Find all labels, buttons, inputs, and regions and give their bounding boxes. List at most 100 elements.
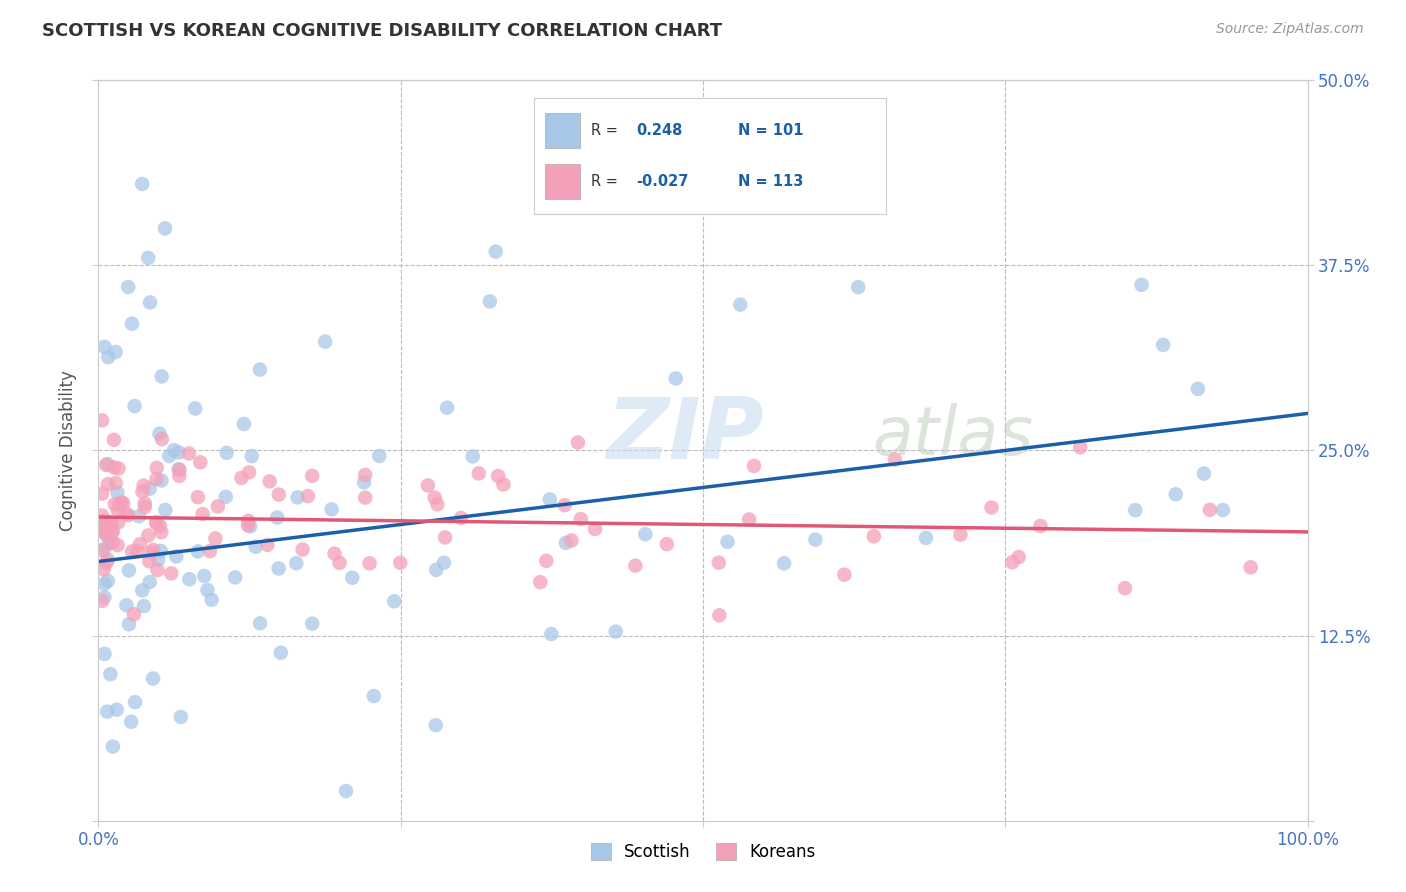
Point (863, 529, 886, 543)
Point (353, 475, 375, 490)
Point (425, 563, 447, 577)
Point (342, 571, 364, 585)
Bar (544, 164, 579, 199)
Point (301, 468, 323, 483)
Point (426, 497, 449, 511)
Point (93, 576, 115, 591)
Point (266, 510, 288, 524)
Point (434, 530, 457, 544)
Point (112, 496, 135, 510)
Point (1001, 555, 1024, 569)
Point (93, 562, 115, 576)
Point (96, 556, 118, 570)
Point (583, 522, 606, 536)
Point (101, 524, 124, 539)
Point (215, 446, 238, 460)
Point (1114, 581, 1136, 595)
Point (389, 556, 412, 570)
Point (163, 443, 186, 458)
Point (287, 491, 309, 505)
Point (285, 556, 308, 570)
Point (148, 426, 170, 441)
Point (149, 519, 172, 533)
Point (93, 518, 115, 533)
Point (363, 689, 385, 703)
Point (239, 519, 262, 533)
Point (169, 463, 191, 477)
Point (354, 491, 377, 505)
Point (177, 446, 200, 460)
Point (120, 714, 142, 729)
Bar (544, 113, 579, 148)
Point (153, 221, 176, 235)
Point (121, 317, 143, 331)
Point (118, 617, 141, 632)
Point (1152, 338, 1174, 352)
Point (97, 553, 120, 567)
Point (846, 280, 869, 294)
Point (834, 567, 856, 582)
Point (107, 538, 129, 552)
Point (138, 575, 160, 590)
Point (131, 583, 153, 598)
Point (150, 474, 173, 488)
Point (97, 574, 120, 588)
Point (804, 533, 827, 547)
Point (485, 244, 508, 259)
Point (110, 495, 132, 509)
Point (107, 516, 129, 530)
Point (105, 703, 128, 717)
Point (1164, 487, 1187, 501)
Point (198, 544, 221, 558)
Point (93, 647, 115, 661)
Point (138, 554, 160, 568)
Point (149, 544, 172, 558)
Point (118, 564, 141, 578)
Point (382, 594, 405, 608)
Point (148, 552, 170, 566)
Text: SCOTTISH VS KOREAN COGNITIVE DISABILITY CORRELATION CHART: SCOTTISH VS KOREAN COGNITIVE DISABILITY … (42, 22, 723, 40)
Point (101, 536, 124, 550)
Point (238, 465, 260, 479)
Point (707, 556, 730, 570)
Text: N = 101: N = 101 (738, 123, 804, 138)
Point (142, 542, 165, 557)
Point (145, 516, 167, 530)
Point (567, 435, 589, 450)
Point (91, 486, 114, 500)
Point (215, 490, 238, 504)
Point (1130, 277, 1153, 292)
Point (538, 492, 561, 507)
Point (207, 500, 229, 514)
Point (314, 334, 336, 349)
Point (478, 294, 501, 309)
Text: ZIP: ZIP (606, 394, 763, 477)
Point (486, 469, 509, 483)
Point (103, 460, 125, 475)
Point (104, 476, 127, 491)
Point (949, 527, 972, 541)
Point (179, 572, 201, 586)
Point (249, 362, 271, 376)
Point (1198, 503, 1220, 517)
Point (201, 592, 224, 607)
Point (169, 468, 191, 483)
Point (416, 478, 439, 492)
Point (127, 544, 149, 558)
Point (187, 544, 209, 558)
Point (1212, 503, 1234, 517)
Point (93, 340, 115, 354)
Y-axis label: Cognitive Disability: Cognitive Disability (59, 370, 77, 531)
Text: R =: R = (591, 174, 617, 189)
Point (270, 646, 292, 660)
Point (94, 526, 117, 541)
Point (145, 460, 167, 475)
Point (98, 536, 121, 550)
Point (108, 497, 131, 511)
Point (224, 570, 246, 584)
Point (634, 527, 657, 541)
Point (141, 545, 163, 559)
Point (98, 523, 121, 537)
Point (267, 487, 290, 501)
Point (560, 533, 582, 548)
